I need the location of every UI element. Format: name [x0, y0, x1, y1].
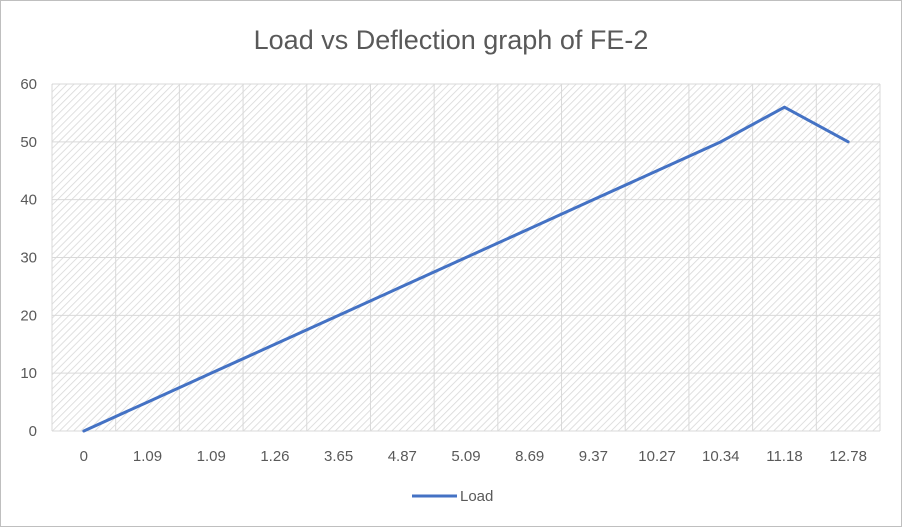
data-point [146, 401, 149, 404]
series-layer [82, 105, 850, 433]
x-tick-label: 4.87 [388, 448, 417, 465]
axes: 0 10 20 30 40 50 60 0 1.09 1.09 1.26 3.65 4.87 5.09 8.… [20, 76, 880, 465]
data-point [210, 372, 213, 375]
data-point [783, 106, 786, 109]
x-tick-label: 5.09 [451, 448, 480, 465]
legend: Load [412, 488, 493, 505]
y-tick-label: 20 [20, 307, 37, 324]
x-tick-label: 10.34 [702, 448, 740, 465]
data-point [656, 169, 659, 172]
x-tick-label: 8.69 [515, 448, 544, 465]
x-tick-label: 3.65 [324, 448, 353, 465]
data-point [847, 140, 850, 143]
y-tick-label: 40 [20, 192, 37, 209]
y-tick-label: 30 [20, 250, 37, 267]
data-point [401, 285, 404, 288]
data-point [273, 343, 276, 346]
x-tick-label: 0 [80, 448, 88, 465]
y-tick-label: 0 [29, 423, 37, 440]
x-tick-label: 11.18 [766, 448, 802, 465]
data-point [82, 430, 85, 433]
data-point [592, 198, 595, 201]
x-tick-label: 1.09 [197, 448, 226, 465]
y-tick-label: 50 [20, 134, 37, 151]
x-tick-label: 1.26 [260, 448, 289, 465]
data-point [465, 256, 468, 259]
legend-label-load: Load [460, 488, 493, 505]
y-tick-label: 10 [20, 365, 37, 382]
x-tick-label: 10.27 [638, 448, 676, 465]
data-point [719, 140, 722, 143]
x-tick-label: 12.78 [829, 448, 867, 465]
series-line-load [82, 105, 850, 433]
data-point [337, 314, 340, 317]
chart-title: Load vs Deflection graph of FE-2 [254, 25, 649, 55]
x-tick-label: 9.37 [579, 448, 608, 465]
x-tick-label: 1.09 [133, 448, 162, 465]
data-point [528, 227, 531, 230]
y-tick-label: 60 [20, 76, 37, 93]
